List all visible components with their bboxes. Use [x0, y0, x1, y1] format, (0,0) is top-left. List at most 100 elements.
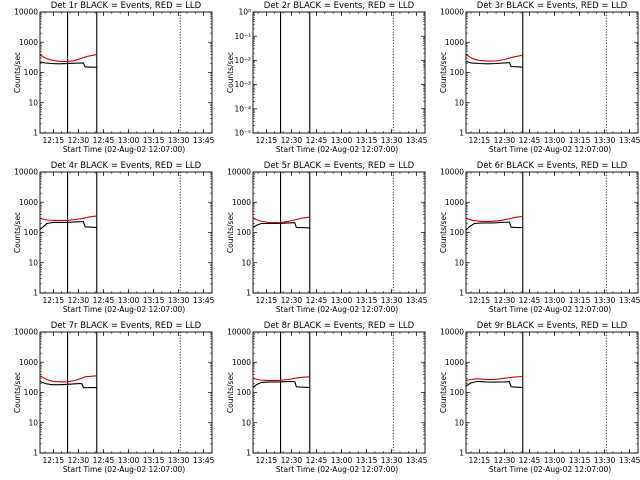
events-line	[39, 380, 67, 386]
y-tick-label: 1000	[445, 358, 464, 367]
y-tick-label: 10000	[14, 168, 38, 177]
x-tick-label: 12:15	[469, 456, 491, 465]
y-tick-label: 10000	[227, 168, 251, 177]
x-tick-label: 12:15	[256, 296, 278, 305]
x-tick-label: 12:30	[281, 296, 303, 305]
lld-line	[39, 217, 67, 221]
y-axis-label: Counts/sec	[226, 52, 235, 93]
x-tick-label: 13:45	[619, 456, 640, 465]
y-axis-label: Counts/sec	[439, 52, 448, 93]
x-tick-label: 13:15	[569, 456, 591, 465]
y-tick-label: 10000	[227, 328, 251, 337]
y-axis-label: Counts/sec	[226, 212, 235, 253]
x-tick-label: 13:30	[168, 456, 190, 465]
events-line	[279, 222, 310, 229]
plot-frame	[465, 331, 639, 454]
plot-title: Det 8r BLACK = Events, RED = LLD	[264, 321, 415, 331]
events-line	[66, 221, 97, 229]
plot-title: Det 2r BLACK = Events, RED = LLD	[264, 1, 415, 11]
x-tick-label: 13:30	[381, 296, 403, 305]
x-tick-label: 13:00	[118, 456, 140, 465]
y-tick-label: 100	[24, 228, 39, 237]
x-tick-label: 12:30	[494, 296, 516, 305]
events-line	[252, 381, 280, 389]
plot-panel-9: Det 9r BLACK = Events, RED = LLD 1 10 100 10…	[439, 321, 640, 474]
x-tick-label: 13:00	[544, 296, 566, 305]
y-tick-label: 1000	[445, 198, 464, 207]
plot-panel-4: Det 4r BLACK = Events, RED = LLD 1 10 100 10…	[13, 161, 215, 314]
y-tick-label: 10	[454, 98, 464, 107]
x-tick-label: 13:30	[594, 296, 616, 305]
x-tick-label: 13:00	[331, 456, 353, 465]
x-tick-label: 13:00	[544, 456, 566, 465]
plot-panel-1: Det 1r BLACK = Events, RED = LLD 1 10 100 10…	[13, 1, 215, 154]
y-tick-label: 10	[241, 258, 251, 267]
events-line	[66, 62, 97, 68]
x-tick-label: 13:45	[619, 136, 640, 145]
y-axis-label: Counts/sec	[226, 372, 235, 413]
plot-panel-3: Det 3r BLACK = Events, RED = LLD 1 10 100 10…	[439, 1, 640, 154]
x-tick-label: 13:30	[594, 456, 616, 465]
y-tick-label: 100	[237, 388, 252, 397]
plot-frame	[465, 171, 639, 294]
x-tick-label: 12:30	[281, 456, 303, 465]
y-tick-label: 10	[454, 418, 464, 427]
y-tick-label: 10⁻⁵	[234, 129, 251, 138]
y-tick-label: 100	[450, 228, 465, 237]
lld-line	[465, 375, 523, 381]
y-tick-label: 100	[450, 388, 465, 397]
y-tick-label: 10	[454, 258, 464, 267]
lld-line	[39, 375, 67, 383]
y-tick-label: 1	[459, 289, 464, 298]
x-tick-label: 13:15	[143, 136, 165, 145]
plot-title: Det 3r BLACK = Events, RED = LLD	[477, 1, 628, 11]
events-line	[279, 380, 310, 389]
y-tick-label: 10⁻¹	[234, 32, 251, 41]
y-tick-label: 100	[237, 228, 252, 237]
y-tick-label: 1000	[19, 198, 38, 207]
y-tick-label: 10	[28, 258, 38, 267]
x-tick-label: 12:45	[519, 456, 541, 465]
y-tick-label: 1	[459, 129, 464, 138]
x-tick-label: 12:30	[494, 456, 516, 465]
y-axis-label: Counts/sec	[13, 372, 22, 413]
x-tick-label: 12:15	[43, 296, 65, 305]
x-tick-label: 13:45	[619, 296, 640, 305]
lld-line	[279, 216, 310, 224]
events-line	[39, 61, 67, 65]
events-line	[465, 60, 523, 68]
y-tick-label: 10⁻³	[234, 80, 251, 89]
x-axis-label: Start Time (02-Aug-02 12:07:00)	[276, 145, 398, 154]
x-tick-label: 13:30	[168, 136, 190, 145]
y-tick-label: 10⁻⁴	[234, 104, 251, 113]
x-tick-label: 13:45	[406, 136, 428, 145]
y-tick-label: 1	[33, 129, 38, 138]
x-tick-label: 12:15	[469, 136, 491, 145]
x-tick-label: 13:00	[118, 296, 140, 305]
x-tick-label: 12:15	[256, 456, 278, 465]
x-axis-label: Start Time (02-Aug-02 12:07:00)	[63, 465, 185, 474]
x-tick-label: 12:15	[256, 136, 278, 145]
lld-line	[66, 54, 97, 63]
y-tick-label: 10	[28, 418, 38, 427]
y-tick-label: 10000	[440, 328, 464, 337]
x-tick-label: 13:00	[544, 136, 566, 145]
y-tick-label: 1	[459, 449, 464, 458]
plot-panel-5: Det 5r BLACK = Events, RED = LLD 1 10 100 10…	[226, 161, 428, 314]
lld-line	[39, 54, 67, 63]
y-tick-label: 10⁻²	[234, 56, 251, 65]
plot-frame	[39, 171, 213, 294]
lld-line	[465, 54, 523, 62]
x-tick-label: 13:00	[331, 136, 353, 145]
lld-line	[465, 215, 523, 222]
plot-frame	[252, 171, 426, 294]
y-axis-label: Counts/sec	[439, 212, 448, 253]
x-tick-label: 12:30	[68, 296, 90, 305]
plot-title: Det 6r BLACK = Events, RED = LLD	[477, 161, 628, 171]
x-tick-label: 13:45	[193, 296, 215, 305]
x-tick-label: 13:30	[594, 136, 616, 145]
y-tick-label: 10	[241, 418, 251, 427]
y-tick-label: 10000	[440, 8, 464, 17]
x-tick-label: 13:45	[193, 136, 215, 145]
